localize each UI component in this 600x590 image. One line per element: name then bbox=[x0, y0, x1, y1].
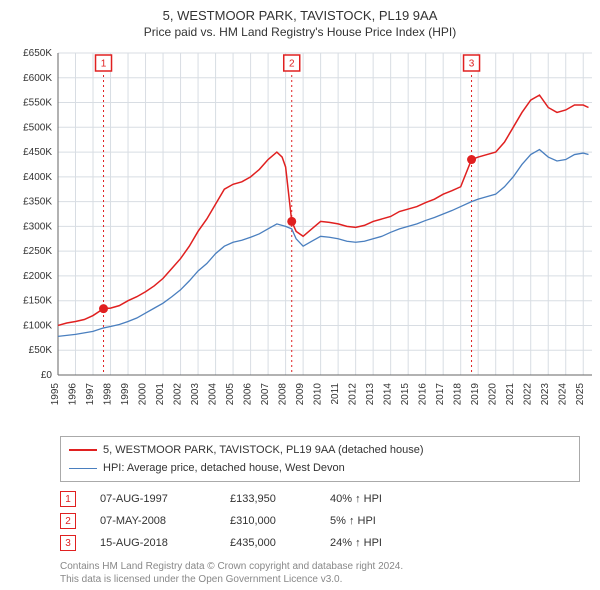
svg-text:2007: 2007 bbox=[260, 383, 271, 406]
svg-text:£400K: £400K bbox=[23, 172, 52, 183]
table-row: 2 07-MAY-2008 £310,000 5% ↑ HPI bbox=[60, 510, 580, 532]
tx-pct: 5% ↑ HPI bbox=[330, 515, 420, 527]
svg-text:2008: 2008 bbox=[278, 383, 289, 406]
tx-badge-icon: 2 bbox=[60, 513, 76, 529]
svg-text:1995: 1995 bbox=[50, 383, 61, 406]
svg-text:£500K: £500K bbox=[23, 122, 52, 133]
table-row: 3 15-AUG-2018 £435,000 24% ↑ HPI bbox=[60, 532, 580, 554]
tx-price: £133,950 bbox=[230, 493, 310, 505]
footer: Contains HM Land Registry data © Crown c… bbox=[60, 560, 580, 586]
transaction-table: 1 07-AUG-1997 £133,950 40% ↑ HPI 2 07-MA… bbox=[60, 488, 580, 554]
svg-text:1996: 1996 bbox=[68, 383, 79, 406]
svg-text:£50K: £50K bbox=[29, 345, 53, 356]
tx-date: 07-MAY-2008 bbox=[100, 515, 210, 527]
tx-price: £310,000 bbox=[230, 515, 310, 527]
svg-text:£100K: £100K bbox=[23, 320, 52, 331]
footer-line: Contains HM Land Registry data © Crown c… bbox=[60, 560, 580, 573]
price-chart: £0 £50K £100K £150K £200K £250K £300K £350K £400… bbox=[0, 45, 600, 430]
svg-text:£0: £0 bbox=[41, 370, 53, 381]
svg-text:2016: 2016 bbox=[418, 383, 429, 406]
svg-text:3: 3 bbox=[469, 59, 475, 70]
footer-line: This data is licensed under the Open Gov… bbox=[60, 573, 580, 586]
legend-item: 5, WESTMOOR PARK, TAVISTOCK, PL19 9AA (d… bbox=[69, 441, 571, 459]
svg-text:1999: 1999 bbox=[120, 383, 131, 406]
svg-text:2023: 2023 bbox=[540, 383, 551, 406]
svg-text:2021: 2021 bbox=[505, 383, 516, 406]
svg-text:2009: 2009 bbox=[295, 383, 306, 406]
tx-date: 07-AUG-1997 bbox=[100, 493, 210, 505]
svg-text:2011: 2011 bbox=[330, 383, 341, 405]
chart-svg: £0 £50K £100K £150K £200K £250K £300K £350K £400… bbox=[0, 45, 600, 430]
svg-text:£250K: £250K bbox=[23, 246, 52, 257]
svg-text:2: 2 bbox=[289, 59, 295, 70]
svg-text:2022: 2022 bbox=[523, 383, 534, 406]
tx-badge-icon: 3 bbox=[60, 535, 76, 551]
svg-text:2024: 2024 bbox=[558, 383, 569, 406]
svg-text:2001: 2001 bbox=[155, 383, 166, 406]
tx-date: 15-AUG-2018 bbox=[100, 537, 210, 549]
title-subtitle: Price paid vs. HM Land Registry's House … bbox=[0, 25, 600, 39]
svg-text:£450K: £450K bbox=[23, 147, 52, 158]
svg-text:2020: 2020 bbox=[488, 383, 499, 406]
svg-text:2025: 2025 bbox=[575, 383, 586, 406]
svg-text:£150K: £150K bbox=[23, 296, 52, 307]
svg-text:2018: 2018 bbox=[453, 383, 464, 406]
title-address: 5, WESTMOOR PARK, TAVISTOCK, PL19 9AA bbox=[0, 8, 600, 23]
legend-swatch-icon bbox=[69, 449, 97, 451]
svg-text:2005: 2005 bbox=[225, 383, 236, 406]
tx-price: £435,000 bbox=[230, 537, 310, 549]
legend: 5, WESTMOOR PARK, TAVISTOCK, PL19 9AA (d… bbox=[60, 436, 580, 482]
svg-text:2014: 2014 bbox=[383, 383, 394, 406]
svg-text:2012: 2012 bbox=[348, 383, 359, 406]
svg-text:£300K: £300K bbox=[23, 221, 52, 232]
legend-item: HPI: Average price, detached house, West… bbox=[69, 459, 571, 477]
svg-text:£550K: £550K bbox=[23, 98, 52, 109]
legend-swatch-icon bbox=[69, 468, 97, 469]
legend-label: HPI: Average price, detached house, West… bbox=[103, 462, 345, 474]
svg-text:£200K: £200K bbox=[23, 271, 52, 282]
svg-text:2013: 2013 bbox=[365, 383, 376, 406]
tx-badge-icon: 1 bbox=[60, 491, 76, 507]
svg-text:2004: 2004 bbox=[208, 383, 219, 406]
tx-pct: 24% ↑ HPI bbox=[330, 537, 420, 549]
svg-text:2010: 2010 bbox=[313, 383, 324, 406]
svg-text:2017: 2017 bbox=[435, 383, 446, 406]
svg-text:2015: 2015 bbox=[400, 383, 411, 406]
svg-text:2019: 2019 bbox=[470, 383, 481, 406]
svg-text:2003: 2003 bbox=[190, 383, 201, 406]
svg-text:£350K: £350K bbox=[23, 197, 52, 208]
svg-text:1: 1 bbox=[101, 59, 107, 70]
svg-text:£650K: £650K bbox=[23, 48, 52, 59]
svg-text:2006: 2006 bbox=[243, 383, 254, 406]
svg-text:1997: 1997 bbox=[85, 383, 96, 406]
tx-pct: 40% ↑ HPI bbox=[330, 493, 420, 505]
svg-text:2002: 2002 bbox=[173, 383, 184, 406]
legend-label: 5, WESTMOOR PARK, TAVISTOCK, PL19 9AA (d… bbox=[103, 444, 424, 456]
svg-text:£600K: £600K bbox=[23, 73, 52, 84]
svg-text:1998: 1998 bbox=[103, 383, 114, 406]
svg-text:2000: 2000 bbox=[138, 383, 149, 406]
table-row: 1 07-AUG-1997 £133,950 40% ↑ HPI bbox=[60, 488, 580, 510]
